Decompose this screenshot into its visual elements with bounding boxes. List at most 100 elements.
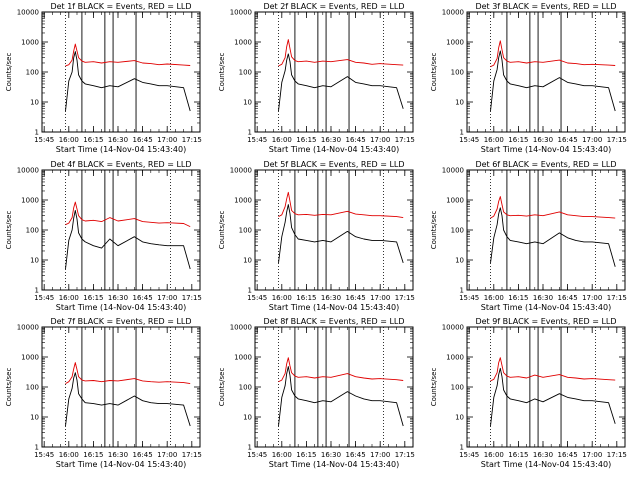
y-tick-label: 100	[239, 227, 252, 235]
y-tick-label: 1000	[446, 197, 464, 205]
plot-frame	[466, 169, 626, 291]
x-tick-label: 17:00	[582, 136, 602, 144]
chart-title: Det 1f BLACK = Events, RED = LLD	[50, 2, 191, 11]
y-tick-label: 1	[35, 129, 39, 137]
chart-title: Det 5f BLACK = Events, RED = LLD	[263, 160, 404, 169]
x-tick-label: 17:00	[582, 294, 602, 302]
y-tick-label: 1	[248, 129, 252, 137]
chart-panel-1: Det 1f BLACK = Events, RED = LLD Counts/s…	[5, 2, 202, 154]
x-tick-label: 16:30	[108, 136, 128, 144]
lld-series-line	[490, 40, 616, 68]
x-tick-label: 17:00	[370, 136, 390, 144]
y-tick-label: 100	[26, 69, 39, 77]
x-tick-label: 16:45	[558, 451, 578, 459]
y-tick-label: 10000	[442, 324, 464, 332]
x-tick-label: 16:45	[558, 136, 578, 144]
x-tick-label: 17:15	[182, 294, 202, 302]
chart-panel-2: Det 2f BLACK = Events, RED = LLD Counts/s…	[218, 2, 415, 154]
lld-series-line	[278, 191, 404, 219]
x-tick-label: 16:15	[296, 294, 316, 302]
events-series-line	[65, 372, 191, 427]
x-tick-label: 16:00	[59, 136, 79, 144]
x-tick-label: 15:45	[34, 294, 54, 302]
x-tick-label: 17:00	[157, 294, 177, 302]
x-tick-label: 16:00	[484, 294, 504, 302]
chart-title: Det 7f BLACK = Events, RED = LLD	[50, 317, 191, 326]
plot-frame	[466, 11, 626, 133]
y-tick-label: 1	[35, 287, 39, 295]
y-axis-label: Counts/sec	[430, 53, 438, 92]
x-axis-label: Start Time (14-Nov-04 15:43:40)	[56, 303, 186, 312]
x-tick-label: 16:45	[558, 294, 578, 302]
y-tick-label: 10	[243, 414, 252, 422]
lld-series-line	[65, 362, 191, 385]
y-tick-label: 10	[30, 414, 39, 422]
y-axis-label: Counts/sec	[430, 211, 438, 250]
x-tick-label: 17:15	[182, 136, 202, 144]
x-tick-label: 16:30	[321, 136, 341, 144]
chart-panel-6: Det 6f BLACK = Events, RED = LLD Counts/s…	[430, 160, 627, 312]
x-tick-label: 17:00	[582, 451, 602, 459]
y-tick-label: 10	[30, 99, 39, 107]
y-tick-label: 100	[451, 384, 464, 392]
x-tick-label: 17:15	[182, 451, 202, 459]
plot-frame	[254, 326, 414, 448]
chart-panel-5: Det 5f BLACK = Events, RED = LLD Counts/s…	[218, 160, 415, 312]
x-tick-label: 16:45	[133, 294, 153, 302]
y-tick-label: 10000	[442, 9, 464, 17]
x-tick-label: 16:15	[83, 294, 103, 302]
x-tick-label: 15:45	[459, 136, 479, 144]
x-tick-label: 16:30	[321, 451, 341, 459]
x-tick-label: 16:30	[108, 294, 128, 302]
x-tick-label: 16:30	[321, 294, 341, 302]
y-tick-label: 10	[30, 257, 39, 265]
plot-frame	[41, 11, 201, 133]
x-tick-label: 17:00	[157, 451, 177, 459]
y-tick-label: 1000	[21, 39, 39, 47]
y-tick-label: 1000	[21, 197, 39, 205]
y-tick-label: 100	[26, 384, 39, 392]
x-tick-label: 16:00	[272, 451, 292, 459]
x-axis-label: Start Time (14-Nov-04 15:43:40)	[269, 460, 399, 469]
y-axis-label: Counts/sec	[5, 53, 13, 92]
plot-frame	[41, 169, 201, 291]
x-tick-label: 16:00	[484, 136, 504, 144]
y-tick-label: 100	[26, 227, 39, 235]
x-tick-label: 16:00	[272, 294, 292, 302]
events-series-line	[490, 50, 616, 112]
y-tick-label: 10	[243, 99, 252, 107]
x-tick-label: 15:45	[247, 294, 267, 302]
chart-panel-4: Det 4f BLACK = Events, RED = LLD Counts/s…	[5, 160, 202, 312]
y-tick-label: 10000	[17, 324, 39, 332]
chart-panel-9: Det 9f BLACK = Events, RED = LLD Counts/s…	[430, 317, 627, 469]
x-axis-label: Start Time (14-Nov-04 15:43:40)	[269, 303, 399, 312]
chart-title: Det 6f BLACK = Events, RED = LLD	[475, 160, 616, 169]
x-tick-label: 16:30	[533, 136, 553, 144]
x-tick-label: 17:15	[395, 294, 415, 302]
y-tick-label: 10	[455, 99, 464, 107]
y-tick-label: 1000	[446, 354, 464, 362]
chart-title: Det 2f BLACK = Events, RED = LLD	[263, 2, 404, 11]
x-tick-label: 17:15	[395, 451, 415, 459]
chart-panel-3: Det 3f BLACK = Events, RED = LLD Counts/s…	[430, 2, 627, 154]
x-tick-label: 16:45	[346, 294, 366, 302]
x-tick-label: 16:30	[533, 451, 553, 459]
y-axis-label: Counts/sec	[218, 53, 226, 92]
x-tick-label: 16:15	[508, 136, 528, 144]
y-axis-label: Counts/sec	[430, 368, 438, 407]
x-tick-label: 16:45	[133, 451, 153, 459]
x-tick-label: 15:45	[247, 136, 267, 144]
y-tick-label: 10000	[17, 9, 39, 17]
x-axis-label: Start Time (14-Nov-04 15:43:40)	[56, 460, 186, 469]
x-tick-label: 17:00	[370, 451, 390, 459]
y-axis-label: Counts/sec	[218, 211, 226, 250]
y-tick-label: 10000	[442, 167, 464, 175]
x-axis-label: Start Time (14-Nov-04 15:43:40)	[269, 145, 399, 154]
y-tick-label: 10000	[17, 167, 39, 175]
y-tick-label: 1	[460, 287, 464, 295]
x-tick-label: 17:15	[395, 136, 415, 144]
y-tick-label: 10	[243, 257, 252, 265]
y-tick-label: 1000	[446, 39, 464, 47]
chart-panel-8: Det 8f BLACK = Events, RED = LLD Counts/s…	[218, 317, 415, 469]
